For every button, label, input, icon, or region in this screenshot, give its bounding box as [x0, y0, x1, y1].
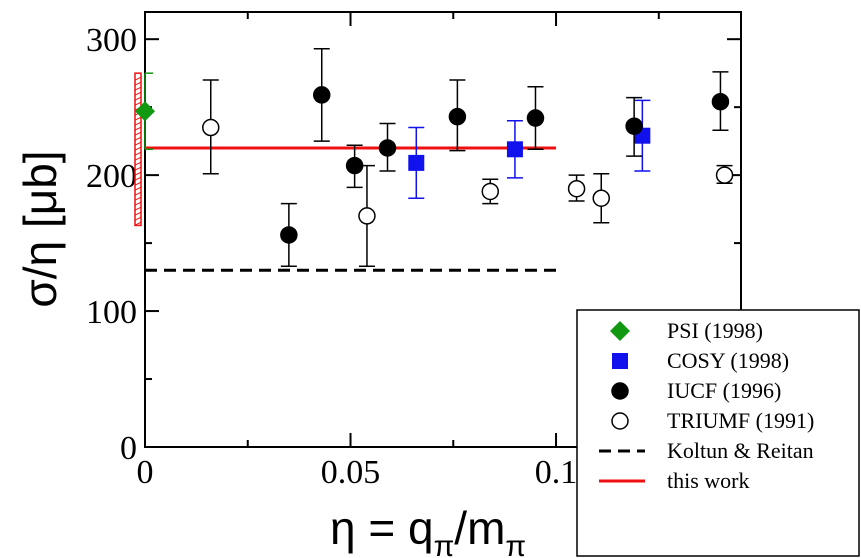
data-point-group [634, 99, 651, 172]
band-hatch [134, 211, 142, 216]
data-point [506, 141, 523, 158]
y-axis-label: σ/η [μb] [14, 150, 66, 307]
legend-item: this work [599, 468, 750, 493]
legend: PSI (1998) COSY (1998) IUCF (1996) TRIUMF (… [576, 309, 860, 557]
y-tick-label: 100 [86, 294, 137, 331]
data-point [592, 189, 610, 207]
band-hatch [134, 201, 142, 206]
band-hatch [134, 96, 142, 101]
x-tick-label: 0.05 [321, 454, 381, 491]
legend-label: this work [667, 468, 750, 493]
legend-label: PSI (1998) [667, 318, 763, 343]
uncertainty-band [134, 72, 142, 227]
y-tick-label: 300 [86, 22, 137, 59]
data-point-group [567, 174, 586, 202]
band-hatch [134, 191, 142, 196]
data-point-group [280, 202, 298, 267]
data-point [312, 86, 331, 104]
band-hatch [134, 126, 142, 131]
data-point-group [345, 144, 364, 189]
data-point [280, 226, 298, 244]
legend-item: Koltun & Reitan [599, 438, 814, 463]
data-point [625, 117, 643, 135]
data-point-group [592, 173, 610, 224]
legend-item: PSI (1998) [610, 318, 763, 343]
data-point [711, 92, 730, 111]
band-hatch [134, 76, 142, 81]
data-point [358, 207, 376, 225]
x-axis-label-sub1: π [434, 530, 455, 558]
band-hatch [134, 156, 142, 161]
band-hatch [134, 131, 142, 136]
y-tick-label: 0 [120, 430, 137, 467]
data-point-group [358, 164, 376, 267]
band-hatch [134, 136, 142, 141]
band-hatch [134, 196, 142, 201]
band-hatch [134, 221, 142, 226]
data-point [378, 139, 397, 157]
legend-label: TRIUMF (1991) [667, 408, 814, 433]
data-point [408, 154, 425, 171]
legend-label: IUCF (1996) [667, 378, 781, 403]
band-hatch [134, 101, 142, 106]
x-axis-label-mid: /m [454, 502, 505, 554]
band-hatch [134, 141, 142, 146]
legend-item: TRIUMF (1991) [611, 408, 814, 433]
x-axis-label-main: η = q [330, 502, 434, 554]
band-hatch [134, 151, 142, 156]
x-tick-label: 0 [137, 454, 154, 491]
band-hatch [134, 86, 142, 91]
plot-frame [144, 11, 742, 448]
data-point-group [506, 120, 523, 179]
data-point-group [408, 126, 425, 199]
band-hatch [134, 186, 142, 191]
legend-label: Koltun & Reitan [667, 438, 814, 463]
legend-box [576, 309, 860, 557]
legend-swatch [612, 353, 628, 369]
band-hatch [134, 161, 142, 166]
band-hatch [134, 146, 142, 151]
data-point-group [378, 122, 397, 172]
band-hatch [134, 206, 142, 211]
x-tick-label: 0.1 [535, 454, 578, 491]
legend-item: IUCF (1996) [611, 378, 781, 403]
band-hatch [134, 91, 142, 96]
data-point [715, 166, 734, 184]
data-point-group [711, 71, 730, 132]
data-point [481, 182, 500, 201]
y-tick-label: 200 [86, 158, 137, 195]
data-point-group [481, 178, 500, 205]
data-point-group [448, 79, 467, 152]
legend-swatch [610, 321, 630, 341]
data-point [202, 118, 220, 137]
data-point [567, 179, 586, 198]
data-point [135, 101, 155, 122]
data-point [448, 107, 467, 126]
band-hatch [134, 176, 142, 181]
legend-item: COSY (1998) [612, 348, 789, 373]
x-axis-label-sub2: π [505, 530, 526, 558]
legend-label: COSY (1998) [667, 348, 789, 373]
legend-swatch [611, 412, 629, 430]
band-hatch [134, 121, 142, 126]
band-hatch [134, 216, 142, 221]
band-hatch [134, 181, 142, 186]
legend-swatch [611, 382, 629, 400]
band-hatch [134, 166, 142, 171]
data-point-group [625, 96, 643, 157]
data-point-group [715, 164, 734, 185]
data-point-group [526, 86, 545, 151]
band-hatch [134, 81, 142, 86]
band-hatch [134, 116, 142, 121]
data-point-group [312, 47, 331, 142]
band-hatch [134, 171, 142, 176]
x-axis-label: η = qπ/mπ [330, 502, 526, 558]
data-point [526, 109, 545, 127]
data-point-group [135, 72, 155, 151]
data-point-group [202, 79, 220, 175]
